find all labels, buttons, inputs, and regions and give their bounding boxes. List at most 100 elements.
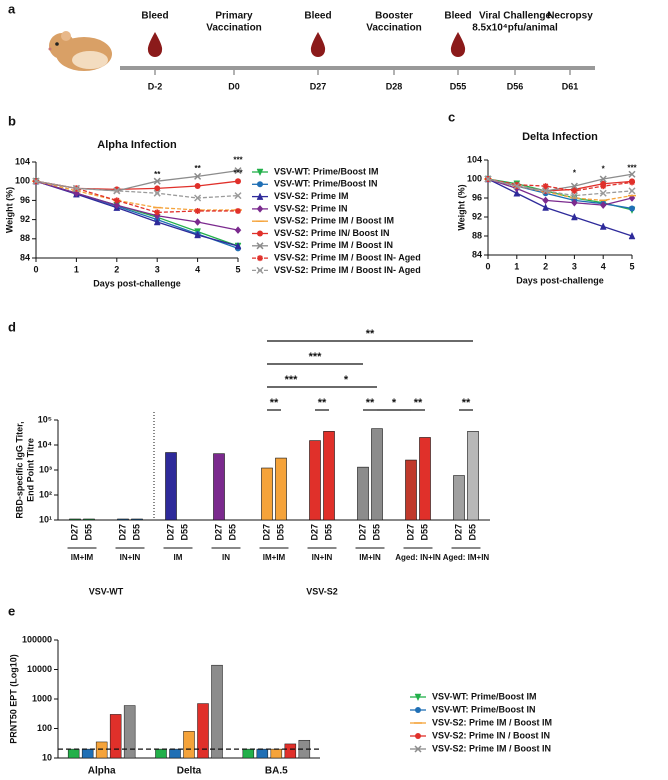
x-tick-label: D27 [69, 524, 79, 541]
series-line [35, 180, 238, 214]
x-axis-label: Days post-challenge [516, 275, 604, 285]
significance: *** [285, 374, 299, 386]
legend-label: VSV-WT: Prime/Boost IM [432, 691, 537, 701]
x-tick-label: 3 [155, 264, 160, 274]
y-tick-label: 1000 [32, 693, 52, 703]
x-tick-label: 5 [235, 264, 240, 274]
y-tick-label: 10⁴ [38, 439, 52, 449]
y-axis-label: PRNT50 EPT (Log10) [8, 654, 18, 744]
data-point [194, 183, 201, 189]
significance: ** [270, 397, 279, 409]
bar [123, 705, 136, 759]
group-label: IN+IN [312, 553, 333, 562]
bar [83, 518, 95, 521]
x-tick-label: 4 [601, 261, 606, 271]
bar [467, 431, 479, 521]
legend-label: VSV-S2: Prime IM / Boost IN- Aged [274, 252, 421, 262]
bar [284, 743, 297, 759]
y-tick-label: 10² [39, 489, 52, 499]
series-line [35, 169, 239, 192]
event-label: 8.5x10⁴pfu/animal [472, 23, 558, 34]
group-label: IM [174, 553, 183, 562]
x-tick-label: D55 [275, 524, 285, 541]
group-label: IN+IN [120, 553, 141, 562]
x-tick-label: D55 [179, 524, 189, 541]
legend-marker [257, 230, 263, 237]
x-tick-label: D27 [405, 524, 415, 541]
day-label: D-2 [148, 81, 163, 91]
data-point [570, 192, 578, 200]
data-point [153, 217, 161, 226]
bar [169, 748, 181, 759]
significance: *** [233, 156, 243, 165]
y-tick-label: 100 [37, 723, 52, 733]
x-tick-label: BA.5 [265, 766, 288, 777]
legend-marker [257, 181, 263, 188]
event-label: Necropsy [547, 11, 593, 22]
bar [165, 452, 177, 521]
panel-letter: e [8, 603, 15, 618]
bar [242, 748, 255, 759]
y-axis-label: End Point Titre [25, 438, 35, 502]
data-point [484, 175, 492, 183]
data-point [542, 183, 549, 190]
day-label: D61 [562, 81, 579, 91]
data-point [32, 177, 40, 185]
bar [197, 703, 209, 759]
x-tick-label: Alpha [88, 766, 116, 777]
data-point [154, 209, 161, 216]
significance: ** [194, 164, 201, 173]
bar [357, 466, 369, 521]
legend-marker [414, 745, 422, 753]
x-tick-label: D27 [261, 524, 271, 541]
x-tick-label: D27 [165, 524, 175, 541]
y-tick-label: 88 [472, 230, 482, 240]
data-point [571, 198, 578, 207]
x-tick-label: D55 [419, 524, 429, 541]
x-tick-label: D55 [131, 524, 141, 541]
bar [323, 431, 335, 521]
blood-drop [450, 32, 466, 57]
data-point [599, 175, 607, 183]
data-point [194, 207, 201, 214]
group-label: Aged: IN+IN [395, 553, 441, 562]
series-line [35, 180, 239, 247]
bar [155, 748, 167, 759]
legend-marker [414, 693, 422, 702]
bar [109, 714, 122, 759]
data-point [234, 167, 242, 175]
data-point [113, 201, 121, 210]
data-point [234, 192, 242, 200]
legend-label: VSV-S2: Prime IM / Boost IM [432, 717, 552, 727]
data-point [599, 201, 607, 210]
series-line [35, 180, 239, 231]
y-tick-label: 84 [472, 249, 482, 259]
significance: ** [318, 397, 327, 409]
significance: *** [627, 164, 637, 173]
y-tick-label: 100 [467, 173, 482, 183]
x-tick-label: D27 [117, 524, 127, 541]
legend-marker [256, 192, 264, 200]
data-point [628, 231, 636, 240]
event-label: Bleed [141, 11, 168, 22]
day-label: D0 [228, 81, 240, 91]
bar [67, 748, 80, 759]
x-tick-label: D27 [213, 524, 223, 541]
chart-title: Delta Infection [522, 131, 598, 143]
y-tick-label: 84 [20, 252, 30, 262]
x-tick-label: 0 [485, 261, 490, 271]
significance: ** [366, 397, 375, 409]
bar [81, 748, 94, 759]
legend-label: VSV-WT: Prime/Boost IN [274, 179, 378, 189]
y-tick-label: 10000 [27, 664, 52, 674]
data-point [194, 218, 201, 226]
supergroup-label: VSV-WT [89, 586, 124, 596]
legend-marker [257, 255, 263, 262]
panel-letter: a [8, 1, 16, 16]
day-label: D55 [450, 81, 467, 91]
legend-label: VSV-S2: Prime IM / Boost IN [432, 743, 551, 753]
series-line [487, 178, 633, 192]
day-label: D56 [507, 81, 524, 91]
data-point [113, 197, 120, 204]
